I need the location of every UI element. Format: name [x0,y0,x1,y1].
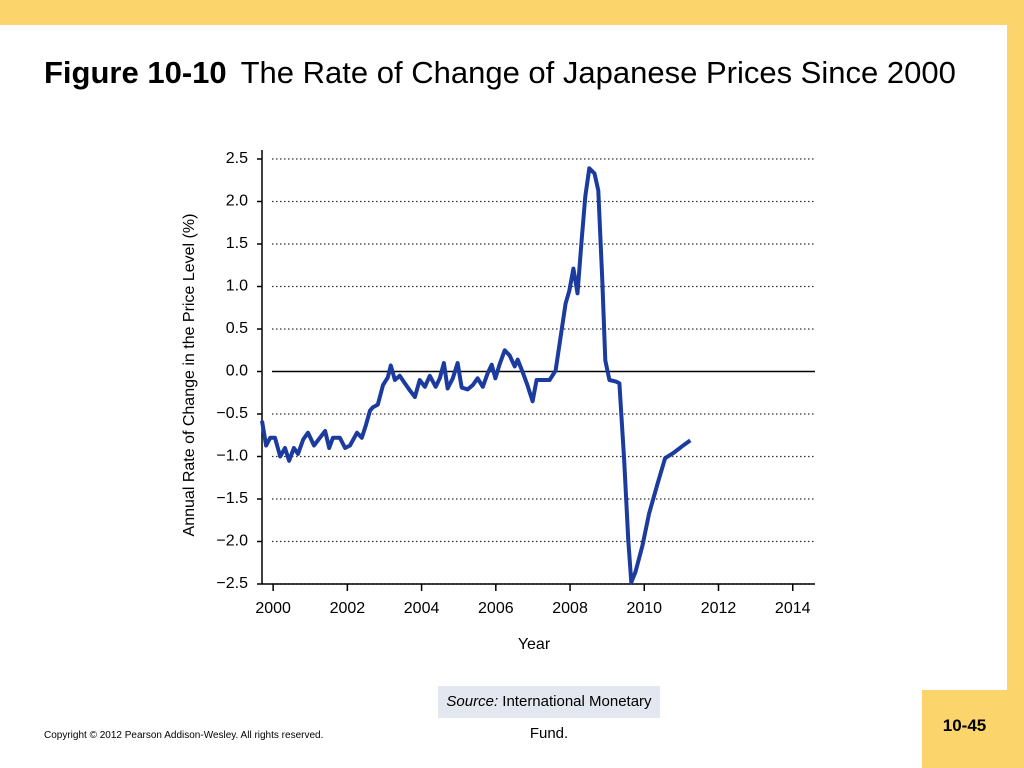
x-tick-label: 2014 [775,600,811,617]
y-tick-label: −2.5 [216,575,248,592]
figure-label: Figure 10-10 [44,55,227,90]
x-tick-label: 2000 [255,600,291,617]
y-tick-label: 0.0 [226,363,248,380]
x-tick-label: 2006 [478,600,514,617]
y-tick-label: 1.0 [226,278,248,295]
page-number: 10-45 [922,690,1007,768]
y-tick-label: −0.5 [216,405,248,422]
x-axis-label: Year [518,636,551,653]
y-tick-label: 0.5 [226,320,248,337]
data-line [260,166,692,585]
chart-title: The Rate of Change of Japanese Prices Si… [240,55,956,90]
x-tick-label: 2010 [626,600,662,617]
x-tick-label: 2008 [552,600,588,617]
copyright: Copyright © 2012 Pearson Addison-Wesley.… [44,730,324,741]
source: International Monetary Fund. [502,693,652,742]
title: Figure 10-10 The Rate of Change of Japane… [44,52,994,94]
y-tick-label: 1.5 [226,235,248,252]
y-tick-label: −1.0 [216,448,248,465]
chart: Year Annual Rate of Change in the Price … [181,150,815,653]
y-axis-label: Annual Rate of Change in the Price Level… [181,214,198,537]
x-tick-label: 2002 [330,600,366,617]
source-label: Source: [446,693,499,710]
x-tick-label: 2012 [701,600,737,617]
x-tick-label: 2004 [404,600,440,617]
y-tick-label: 2.0 [226,193,248,210]
right-band [1007,0,1024,768]
y-tick-label: −1.5 [216,490,248,507]
top-band [0,0,1024,25]
source-box: Source: International Monetary Fund. [438,686,660,742]
y-tick-label: 2.5 [226,150,248,167]
y-tick-label: −2.0 [216,533,248,550]
